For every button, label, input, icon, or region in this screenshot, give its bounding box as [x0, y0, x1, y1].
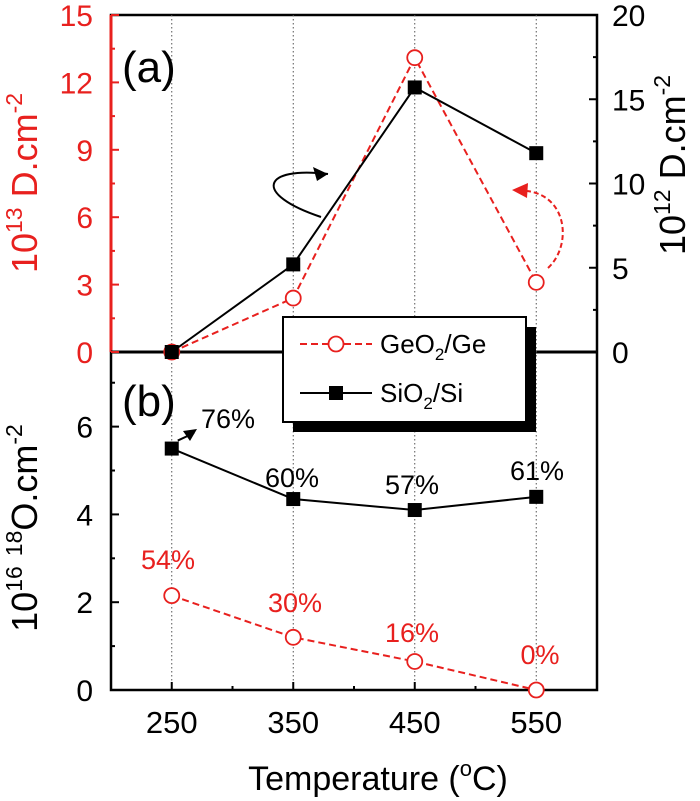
- x-tick-label: 350: [267, 705, 319, 740]
- a-geo2-ge-line: [171, 55, 538, 353]
- b-sio2-si-point: [286, 492, 301, 507]
- b-geo2-ge-point: [163, 587, 181, 605]
- left-b-tick-label: 4: [76, 499, 93, 532]
- right-a-title-unit-exp: -2: [649, 75, 675, 95]
- legend-box: [282, 316, 527, 423]
- x-tick-label: 550: [510, 705, 562, 740]
- left-b-tick-label: 6: [76, 412, 93, 445]
- b-geo2-ge-point: [527, 681, 545, 699]
- right-a-tick-label: 10: [612, 169, 645, 202]
- panel-label-a: (a): [122, 43, 176, 92]
- right-a-axis-title: 1012 D.cm-2: [649, 75, 693, 255]
- legend-sio2-label: SiO2/Si: [380, 378, 463, 413]
- left-a-tick-label: 0: [76, 337, 93, 370]
- left-a-title-unit-exp: -2: [1, 93, 27, 113]
- b-sio2-si-point: [164, 441, 179, 456]
- curved-arrow-black-head: [313, 167, 328, 181]
- left-a-tick-label: 15: [60, 0, 93, 33]
- axes: [110, 14, 598, 691]
- legend-sio2-label-sub: 2: [423, 394, 432, 413]
- left-b-axis-title: 1016 18O.cm-2: [1, 424, 45, 632]
- data-marks: [163, 49, 564, 699]
- x-axis-title-sup: o: [460, 756, 472, 781]
- x-axis-title-main: Temperature (: [248, 760, 460, 798]
- annotation-geo2-0: 54%: [141, 545, 195, 575]
- right-a-tick-label: 0: [612, 337, 629, 370]
- legend-sio2-label-tail: /Si: [433, 378, 463, 408]
- a-geo2-ge-point: [284, 289, 302, 307]
- annotation-geo2-3: 0%: [520, 640, 559, 670]
- a-sio2-si-point: [286, 257, 301, 272]
- legend-sio2-label-main: SiO: [380, 378, 423, 408]
- left-a-title-unit: D.cm: [4, 113, 45, 207]
- a-geo2-ge-point: [406, 49, 424, 67]
- a-geo2-ge-point: [527, 273, 545, 291]
- left-b-title-iso: 18: [1, 531, 27, 557]
- legend-geo2-label-sub: 2: [435, 345, 444, 364]
- annotation-sio2-3: 61%: [510, 456, 564, 486]
- annotation-sio2-1: 60%: [265, 463, 319, 493]
- a-sio2-si-point: [529, 146, 544, 161]
- right-a-title-pre: 10: [652, 215, 693, 255]
- annotation-arrow-76-head: [183, 429, 197, 441]
- left-a-title-pre: 10: [4, 233, 45, 273]
- right-a-tick-label: 20: [612, 0, 645, 33]
- left-b-tick-label: 0: [76, 675, 93, 708]
- right-a-tick-label: 15: [612, 84, 645, 117]
- x-tick-label: 450: [389, 705, 441, 740]
- annotation-sio2-2: 57%: [385, 470, 439, 500]
- b-sio2-si-point: [529, 489, 544, 504]
- curved-arrow-red-head: [512, 183, 528, 198]
- b-sio2-si-line: [171, 447, 537, 512]
- left-b-tick-label: 2: [76, 587, 93, 620]
- a-sio2-si-point: [407, 80, 422, 95]
- left-a-title-exp: 13: [1, 207, 27, 233]
- x-axis-title-tail: C): [472, 760, 508, 798]
- curved-arrow-black: [272, 171, 329, 218]
- a-sio2-si-point: [164, 345, 179, 359]
- left-b-title-space: [4, 556, 45, 566]
- legend-sio2-marker: [329, 386, 343, 400]
- left-a-axis-title: 1013 D.cm-2: [1, 93, 45, 273]
- curved-arrow-red: [526, 190, 564, 269]
- x-axis-title: Temperature (oC): [248, 756, 508, 798]
- left-a-tick-label: 3: [76, 270, 93, 303]
- left-a-tick-label: 9: [76, 135, 93, 168]
- legend-geo2-label-main: GeO: [380, 329, 435, 359]
- left-b-title-unit-exp: -2: [1, 424, 27, 444]
- x-tick-label: 250: [146, 705, 198, 740]
- left-b-title-pre: 10: [4, 592, 45, 632]
- a-sio2-si-line: [171, 86, 537, 353]
- b-geo2-ge-point: [406, 653, 424, 670]
- legend-geo2-marker: [327, 335, 345, 353]
- annotation-geo2-2: 16%: [385, 618, 439, 648]
- b-geo2-ge-line: [171, 594, 537, 691]
- annotation-sio2-0: 76%: [201, 404, 255, 434]
- right-a-title-exp: 12: [649, 189, 675, 215]
- panel-label-b: (b): [122, 377, 176, 426]
- left-b-title-unit: O.cm: [4, 445, 45, 531]
- annotation-geo2-1: 30%: [268, 588, 322, 618]
- left-b-title-exp: 16: [1, 566, 27, 592]
- legend-geo2-label-tail: /Ge: [444, 329, 486, 359]
- b-sio2-si-point: [407, 503, 422, 518]
- b-geo2-ge-point: [284, 628, 302, 646]
- left-a-tick-label: 6: [76, 202, 93, 235]
- left-a-tick-label: 12: [60, 67, 93, 100]
- right-a-title-unit: D.cm: [652, 95, 693, 189]
- legend-geo2-label: GeO2/Ge: [380, 329, 486, 364]
- right-a-tick-label: 5: [612, 253, 629, 286]
